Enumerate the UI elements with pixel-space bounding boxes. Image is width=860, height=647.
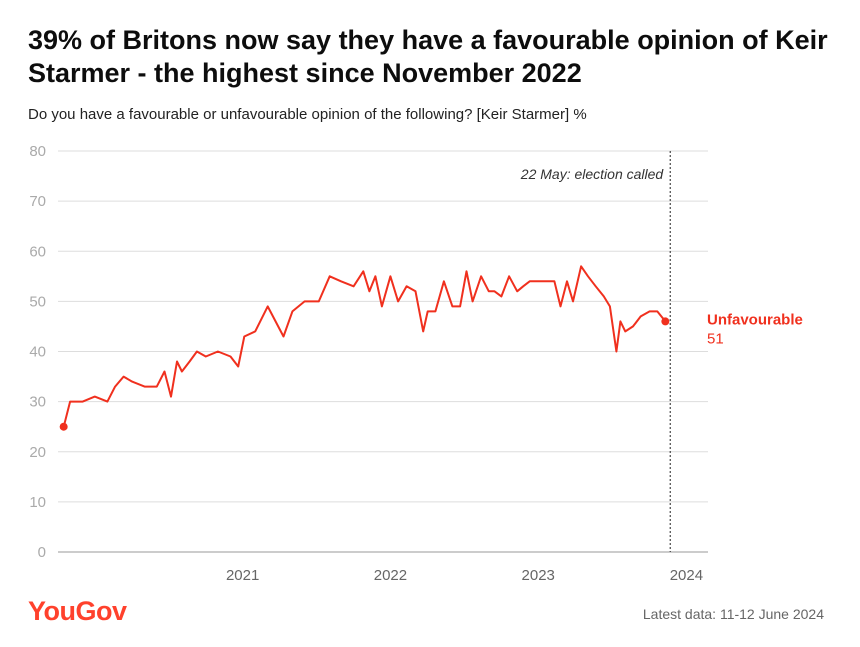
y-tick-label: 0 (38, 544, 46, 561)
x-tick-label: 2024 (670, 567, 703, 584)
series-lines (59, 265, 670, 431)
y-tick-label: 30 (29, 394, 46, 411)
series-line-unfavourable (62, 265, 667, 427)
chart-subtitle: Do you have a favourable or unfavourable… (28, 106, 587, 123)
election-called-label: 22 May: election called (520, 166, 665, 182)
election-annotation: 22 May: election called (520, 151, 671, 552)
y-tick-label: 60 (29, 243, 46, 260)
end-dot-unfavourable (661, 317, 670, 326)
y-tick-label: 10 (29, 494, 46, 511)
x-axis-ticks: 2021 2022 2023 2024 (226, 567, 703, 584)
y-tick-label: 50 (29, 293, 46, 310)
y-tick-label: 20 (29, 444, 46, 461)
yougov-logo: YouGov (28, 596, 127, 626)
x-tick-label: 2023 (522, 567, 555, 584)
x-tick-label: 2022 (374, 567, 407, 584)
start-dot-unfavourable (59, 422, 68, 431)
series-labels: Unfavourable 51 (707, 311, 803, 347)
latest-data-note: Latest data: 11-12 June 2024 (642, 606, 824, 622)
gridlines (58, 150, 708, 553)
y-tick-label: 70 (29, 193, 46, 210)
chart-title: 39% of Britons now say they have a favou… (28, 25, 828, 88)
x-tick-label: 2021 (226, 567, 259, 584)
y-axis-ticks: 0 10 20 30 40 50 60 70 80 (29, 143, 46, 561)
series-label-unfavourable: Unfavourable (707, 311, 803, 328)
series-value-unfavourable: 51 (707, 330, 724, 347)
y-tick-label: 80 (29, 143, 46, 160)
y-tick-label: 40 (29, 344, 46, 361)
